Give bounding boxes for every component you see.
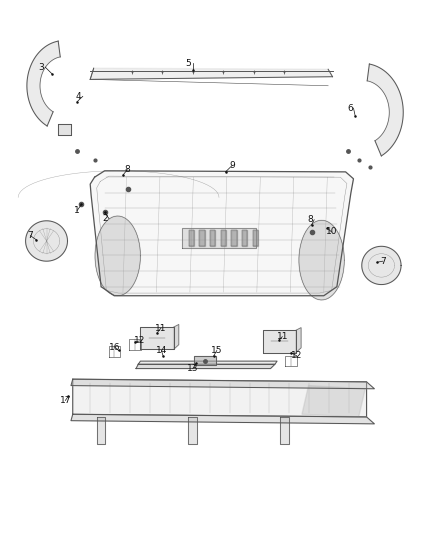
Polygon shape <box>90 171 353 296</box>
Polygon shape <box>253 230 258 246</box>
Polygon shape <box>367 64 403 156</box>
Text: 2: 2 <box>102 214 108 223</box>
Text: 7: 7 <box>28 231 33 240</box>
Text: 15: 15 <box>211 346 223 355</box>
Polygon shape <box>362 246 401 285</box>
Text: 13: 13 <box>187 364 198 373</box>
Polygon shape <box>231 230 237 246</box>
Text: 17: 17 <box>60 396 71 405</box>
Polygon shape <box>188 417 197 443</box>
Text: 5: 5 <box>186 59 191 68</box>
Polygon shape <box>296 328 301 353</box>
Text: 8: 8 <box>124 165 130 174</box>
Text: 16: 16 <box>110 343 121 352</box>
Polygon shape <box>280 417 289 443</box>
Polygon shape <box>136 365 275 368</box>
Polygon shape <box>73 379 367 417</box>
Polygon shape <box>71 414 374 424</box>
Text: 7: 7 <box>380 257 385 265</box>
Text: 9: 9 <box>229 161 235 170</box>
Polygon shape <box>173 325 179 350</box>
Polygon shape <box>182 228 256 248</box>
Text: 1: 1 <box>74 206 80 215</box>
Polygon shape <box>299 220 344 300</box>
Text: 8: 8 <box>308 215 314 224</box>
Polygon shape <box>263 330 296 353</box>
Polygon shape <box>71 379 374 389</box>
Polygon shape <box>194 356 216 366</box>
Text: 6: 6 <box>347 103 353 112</box>
Polygon shape <box>189 230 194 246</box>
Polygon shape <box>302 385 365 417</box>
Polygon shape <box>58 124 71 135</box>
Polygon shape <box>199 230 205 246</box>
Polygon shape <box>210 230 215 246</box>
Polygon shape <box>242 230 247 246</box>
Polygon shape <box>97 417 106 443</box>
Polygon shape <box>90 68 332 79</box>
Polygon shape <box>95 216 141 296</box>
Polygon shape <box>141 327 173 350</box>
Text: 4: 4 <box>76 92 81 101</box>
Polygon shape <box>221 230 226 246</box>
Text: 12: 12 <box>291 351 302 360</box>
Polygon shape <box>138 361 277 365</box>
Text: 11: 11 <box>155 324 167 333</box>
Polygon shape <box>27 41 60 126</box>
Text: 12: 12 <box>134 336 145 345</box>
Text: 14: 14 <box>155 346 167 355</box>
Text: 10: 10 <box>326 228 337 237</box>
Polygon shape <box>25 221 67 261</box>
Text: 11: 11 <box>276 332 288 341</box>
Text: 3: 3 <box>38 63 44 71</box>
